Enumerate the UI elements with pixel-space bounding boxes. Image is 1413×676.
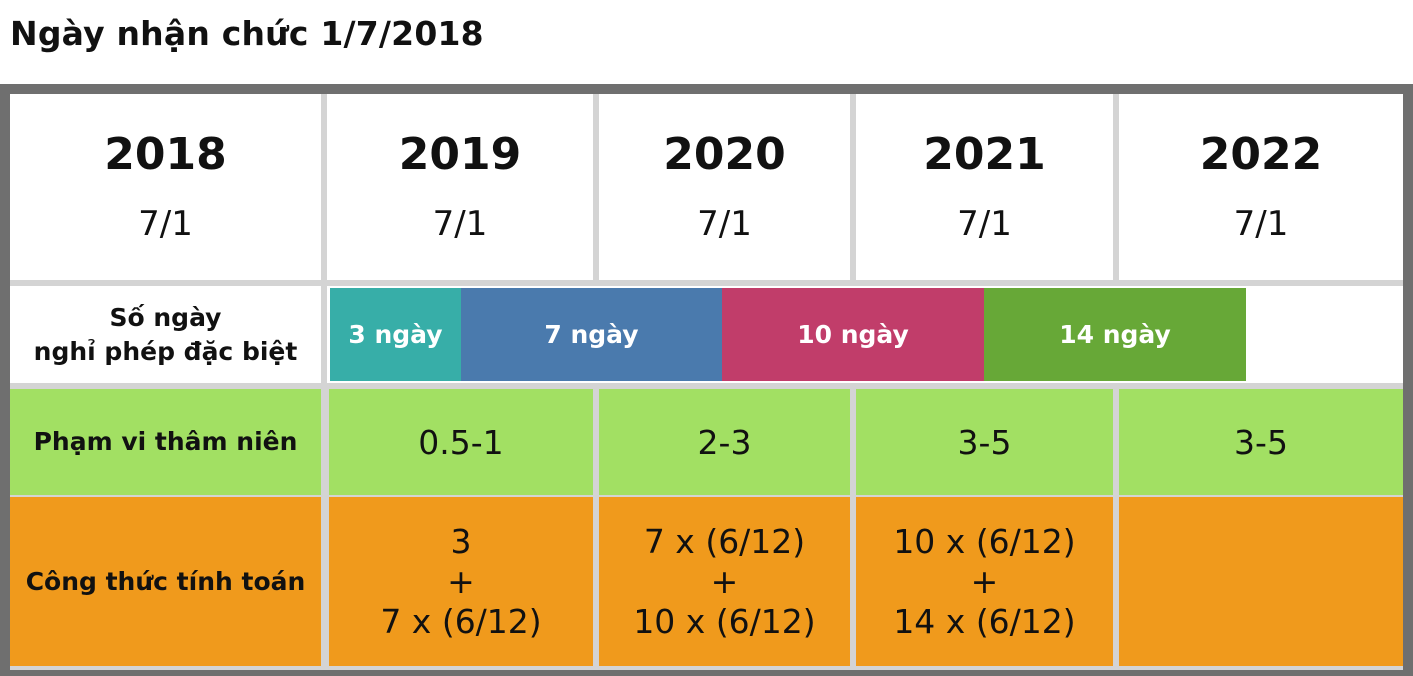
seniority-value: 0.5-1	[418, 422, 504, 462]
year-header-2021: 2021 7/1	[856, 94, 1113, 280]
seniority-value: 3-5	[1234, 422, 1288, 462]
formula-line: 7 x (6/12)	[643, 521, 806, 561]
formula-cell: 7 x (6/12) + 10 x (6/12)	[599, 497, 850, 666]
year-header-2022: 2022 7/1	[1119, 94, 1403, 280]
formula-line: 10 x (6/12)	[633, 601, 816, 641]
formula-cell-empty	[1119, 497, 1403, 666]
seniority-label-cell: Phạm vi thâm niên	[10, 389, 321, 495]
date-label: 7/1	[138, 204, 193, 244]
year-label: 2019	[398, 129, 522, 180]
seniority-value: 2-3	[697, 422, 752, 462]
segment-label: 7 ngày	[544, 320, 639, 349]
seniority-cell: 3-5	[856, 389, 1113, 495]
formula-line: +	[970, 561, 999, 601]
seniority-cell: 3-5	[1119, 389, 1403, 495]
formula-cell: 3 + 7 x (6/12)	[329, 497, 593, 666]
formula-label: Công thức tính toán	[25, 566, 306, 596]
segment-label: 10 ngày	[797, 320, 909, 349]
year-header-2019: 2019 7/1	[327, 94, 593, 280]
date-label: 7/1	[957, 204, 1012, 244]
year-header-2020: 2020 7/1	[599, 94, 850, 280]
leave-segment-7-days: 7 ngày	[461, 288, 722, 381]
date-label: 7/1	[1233, 204, 1289, 244]
year-label: 2022	[1199, 129, 1323, 180]
seniority-cell: 0.5-1	[329, 389, 593, 495]
seniority-value: 3-5	[957, 422, 1012, 462]
formula-label-cell: Công thức tính toán	[10, 497, 321, 666]
seniority-cell: 2-3	[599, 389, 850, 495]
date-label: 7/1	[432, 204, 488, 244]
seniority-label: Phạm vi thâm niên	[33, 427, 298, 457]
formula-line: +	[447, 561, 475, 601]
leave-segment-14-days: 14 ngày	[984, 288, 1246, 381]
year-label: 2020	[663, 129, 786, 180]
formula-line: +	[710, 561, 739, 601]
segment-label: 14 ngày	[1059, 320, 1171, 349]
formula-cell: 10 x (6/12) + 14 x (6/12)	[856, 497, 1113, 666]
formula-line: 10 x (6/12)	[893, 521, 1076, 561]
formula-line: 3	[450, 521, 472, 561]
leave-segment-10-days: 10 ngày	[722, 288, 984, 381]
formula-line: 14 x (6/12)	[893, 601, 1076, 641]
segment-label: 3 ngày	[348, 320, 443, 349]
special-leave-label: Số ngày nghỉ phép đặc biệt	[33, 302, 298, 366]
year-label: 2021	[923, 129, 1046, 180]
year-header-2018: 2018 7/1	[10, 94, 321, 280]
leave-segment-3-days: 3 ngày	[330, 288, 461, 381]
year-label: 2018	[104, 129, 227, 180]
formula-line: 7 x (6/12)	[380, 601, 542, 641]
date-label: 7/1	[697, 204, 752, 244]
special-leave-label-cell: Số ngày nghỉ phép đặc biệt	[10, 286, 321, 383]
page-title: Ngày nhận chức 1/7/2018	[10, 14, 484, 53]
